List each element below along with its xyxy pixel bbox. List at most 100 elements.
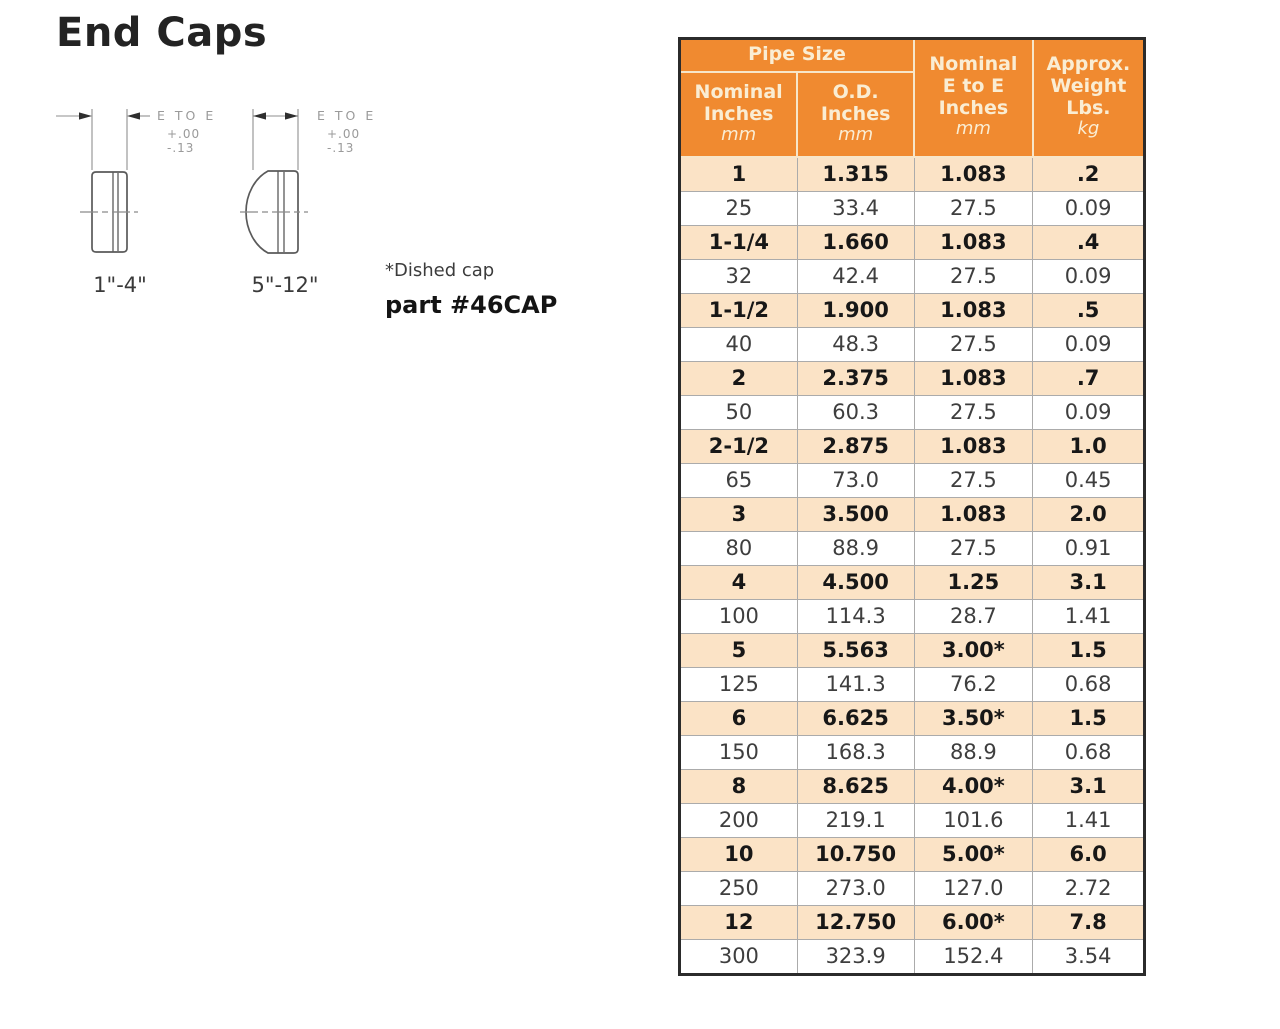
cell-e_to_e: 5.00* xyxy=(913,836,1034,872)
cell-weight: 1.0 xyxy=(1032,428,1145,464)
cell-nominal: 250 xyxy=(679,870,798,906)
cell-nominal: 2 xyxy=(679,360,798,396)
cell-nominal: 80 xyxy=(679,530,798,566)
cell-weight: 2.72 xyxy=(1032,870,1145,906)
cell-e_to_e: 1.25 xyxy=(913,564,1034,600)
cell-nominal: 32 xyxy=(679,258,798,294)
cell-weight: 6.0 xyxy=(1032,836,1145,872)
weight-header: Approx. Weight Lbs. kg xyxy=(1031,37,1146,158)
header-line: Inches xyxy=(703,102,774,125)
cell-od: 2.875 xyxy=(796,428,915,464)
cell-nominal: 5 xyxy=(679,632,798,668)
header-unit-line: mm xyxy=(721,123,757,145)
table-row: 80 88.9 27.5 0.91 xyxy=(679,530,1145,566)
cell-e_to_e: 27.5 xyxy=(913,394,1034,430)
table-row: 50 60.3 27.5 0.09 xyxy=(679,394,1145,430)
cell-od: 42.4 xyxy=(796,258,915,294)
cell-od: 114.3 xyxy=(796,598,915,634)
cell-od: 4.500 xyxy=(796,564,915,600)
header-unit-line: mm xyxy=(955,118,991,140)
cell-e_to_e: 27.5 xyxy=(913,258,1034,294)
header-line: Lbs. xyxy=(1066,97,1111,120)
table-row: 1-1/4 1.660 1.083.4 xyxy=(679,224,1145,260)
cell-od: 6.625 xyxy=(796,700,915,736)
table-row: 8 8.625 4.00* 3.1 xyxy=(679,768,1145,804)
cell-weight: .4 xyxy=(1032,224,1145,260)
table-row: 2-1/2 2.875 1.083 1.0 xyxy=(679,428,1145,464)
cell-nominal: 3 xyxy=(679,496,798,532)
cell-nominal: 2-1/2 xyxy=(679,428,798,464)
cell-od: 1.900 xyxy=(796,292,915,328)
cell-od: 2.375 xyxy=(796,360,915,396)
table-row: 6 6.625 3.50* 1.5 xyxy=(679,700,1145,736)
table-row: 2 2.375 1.083.7 xyxy=(679,360,1145,396)
cell-od: 48.3 xyxy=(796,326,915,362)
cell-weight: 3.1 xyxy=(1032,564,1145,600)
cell-e_to_e: 27.5 xyxy=(913,190,1034,226)
cell-od: 168.3 xyxy=(796,734,915,770)
table-row: 5 5.563 3.00* 1.5 xyxy=(679,632,1145,668)
cell-e_to_e: 27.5 xyxy=(913,326,1034,362)
cell-nominal: 40 xyxy=(679,326,798,362)
spec-table: Pipe Size Nominal E to E Inches mm Appro… xyxy=(678,37,1146,976)
cell-weight: .7 xyxy=(1032,360,1145,396)
header-line: Approx. xyxy=(1046,53,1131,76)
cell-od: 12.750 xyxy=(796,904,915,940)
cell-nominal: 8 xyxy=(679,768,798,804)
cell-weight: 1.5 xyxy=(1032,700,1145,736)
cell-weight: 0.09 xyxy=(1032,394,1145,430)
table-row: 10 10.750 5.00* 6.0 xyxy=(679,836,1145,872)
cell-od: 273.0 xyxy=(796,870,915,906)
cell-e_to_e: 1.083 xyxy=(913,428,1034,464)
header-unit-line: kg xyxy=(1077,118,1100,140)
table-row: 4 4.500 1.25 3.1 xyxy=(679,564,1145,600)
cell-nominal: 200 xyxy=(679,802,798,838)
cell-od: 33.4 xyxy=(796,190,915,226)
cell-od: 10.750 xyxy=(796,836,915,872)
cell-e_to_e: 4.00* xyxy=(913,768,1034,804)
cell-od: 88.9 xyxy=(796,530,915,566)
cell-od: 5.563 xyxy=(796,632,915,668)
cell-weight: 1.41 xyxy=(1032,598,1145,634)
cell-weight: 0.68 xyxy=(1032,666,1145,702)
cell-e_to_e: 3.50* xyxy=(913,700,1034,736)
cell-od: 219.1 xyxy=(796,802,915,838)
cell-weight: 3.1 xyxy=(1032,768,1145,804)
tolerance-plus: +.00 xyxy=(327,127,360,141)
e-to-e-dimension-label: E TO E xyxy=(317,108,376,123)
cell-weight: 3.54 xyxy=(1032,938,1145,975)
header-line: Nominal xyxy=(929,53,1018,76)
cell-e_to_e: 127.0 xyxy=(913,870,1034,906)
cell-e_to_e: 27.5 xyxy=(913,462,1034,498)
tolerance-minus: -.13 xyxy=(327,141,354,155)
cell-weight: .2 xyxy=(1032,156,1145,192)
cell-nominal: 125 xyxy=(679,666,798,702)
cell-nominal: 150 xyxy=(679,734,798,770)
cell-e_to_e: 3.00* xyxy=(913,632,1034,668)
cell-nominal: 12 xyxy=(679,904,798,940)
cell-nominal: 10 xyxy=(679,836,798,872)
cell-nominal: 25 xyxy=(679,190,798,226)
cell-e_to_e: 76.2 xyxy=(913,666,1034,702)
cell-e_to_e: 88.9 xyxy=(913,734,1034,770)
cell-e_to_e: 152.4 xyxy=(913,938,1034,975)
dished-cap-note: *Dished cap xyxy=(385,260,495,281)
cell-e_to_e: 1.083 xyxy=(913,156,1034,192)
header-line: Weight xyxy=(1050,75,1127,98)
cell-weight: 0.09 xyxy=(1032,190,1145,226)
od-inches-header: O.D. Inches mm xyxy=(796,70,915,158)
arrowhead-icon xyxy=(253,112,266,120)
table-row: 125 141.3 76.2 0.68 xyxy=(679,666,1145,702)
table-row: 100 114.3 28.7 1.41 xyxy=(679,598,1145,634)
cell-weight: 0.68 xyxy=(1032,734,1145,770)
cell-e_to_e: 6.00* xyxy=(913,904,1034,940)
cell-nominal: 65 xyxy=(679,462,798,498)
cell-nominal: 1-1/4 xyxy=(679,224,798,260)
e-to-e-header: Nominal E to E Inches mm xyxy=(913,37,1034,158)
header-unit-line: mm xyxy=(838,123,874,145)
arrowhead-icon xyxy=(79,112,92,120)
cell-od: 73.0 xyxy=(796,462,915,498)
table-row: 40 48.3 27.5 0.09 xyxy=(679,326,1145,362)
cell-nominal: 6 xyxy=(679,700,798,736)
cell-nominal: 1 xyxy=(679,156,798,192)
